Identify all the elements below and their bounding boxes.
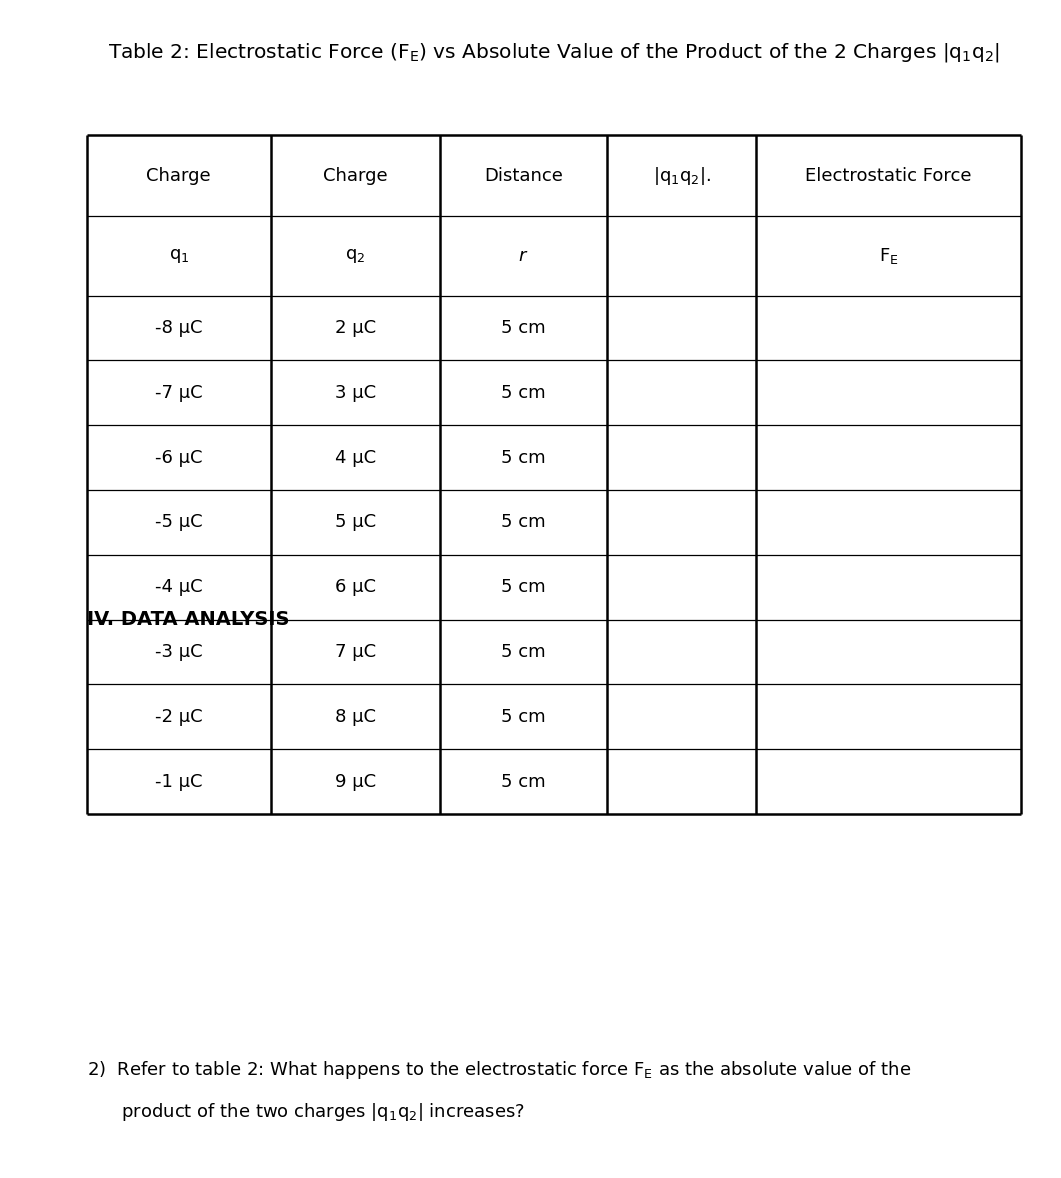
Text: -4 μC: -4 μC	[155, 578, 203, 596]
Text: F$_\mathregular{E}$: F$_\mathregular{E}$	[879, 246, 899, 265]
Text: 3 μC: 3 μC	[335, 384, 376, 402]
Text: -7 μC: -7 μC	[155, 384, 203, 402]
Text: Distance: Distance	[484, 166, 563, 185]
Text: Charge: Charge	[146, 166, 211, 185]
Text: -8 μC: -8 μC	[155, 319, 203, 337]
Text: 5 cm: 5 cm	[501, 708, 546, 726]
Text: 5 μC: 5 μC	[335, 514, 376, 531]
Text: $r$: $r$	[519, 246, 528, 265]
Text: 2 μC: 2 μC	[335, 319, 376, 337]
Text: product of the two charges |q$_\mathregular{1}$q$_\mathregular{2}$| increases?: product of the two charges |q$_\mathregu…	[87, 1101, 525, 1124]
Text: -6 μC: -6 μC	[155, 449, 203, 466]
Text: -5 μC: -5 μC	[155, 514, 203, 531]
Text: 2)  Refer to table 2: What happens to the electrostatic force F$_\mathregular{E}: 2) Refer to table 2: What happens to the…	[87, 1059, 911, 1081]
Text: 5 cm: 5 cm	[501, 319, 546, 337]
Text: Charge: Charge	[324, 166, 387, 185]
Text: |q$_\mathregular{1}$q$_\mathregular{2}$|.: |q$_\mathregular{1}$q$_\mathregular{2}$|…	[653, 165, 711, 186]
Text: Table 2: Electrostatic Force (F$_\mathregular{E}$) vs Absolute Value of the Prod: Table 2: Electrostatic Force (F$_\mathre…	[108, 41, 999, 65]
Text: 5 cm: 5 cm	[501, 643, 546, 661]
Text: q$_\mathregular{2}$: q$_\mathregular{2}$	[345, 246, 366, 265]
Text: 5 cm: 5 cm	[501, 514, 546, 531]
Text: 5 cm: 5 cm	[501, 384, 546, 402]
Text: 4 μC: 4 μC	[335, 449, 376, 466]
Text: q$_\mathregular{1}$: q$_\mathregular{1}$	[169, 246, 189, 265]
Text: -1 μC: -1 μC	[155, 773, 203, 790]
Text: 8 μC: 8 μC	[335, 708, 376, 726]
Text: 5 cm: 5 cm	[501, 773, 546, 790]
Text: Electrostatic Force: Electrostatic Force	[805, 166, 972, 185]
Text: 9 μC: 9 μC	[335, 773, 376, 790]
Text: -3 μC: -3 μC	[155, 643, 203, 661]
Text: 5 cm: 5 cm	[501, 449, 546, 466]
Text: IV. DATA ANALYSIS: IV. DATA ANALYSIS	[87, 610, 290, 629]
Text: 7 μC: 7 μC	[335, 643, 376, 661]
Text: 5 cm: 5 cm	[501, 578, 546, 596]
Text: 6 μC: 6 μC	[335, 578, 376, 596]
Text: -2 μC: -2 μC	[155, 708, 203, 726]
